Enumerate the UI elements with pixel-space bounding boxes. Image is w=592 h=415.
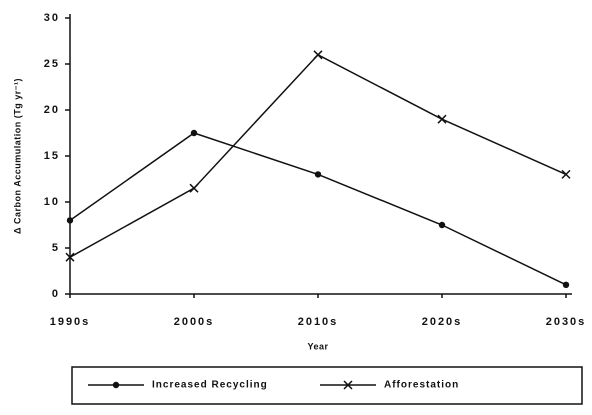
marker-dot xyxy=(562,281,570,288)
y-tick-label: 30 xyxy=(44,12,60,24)
series-line xyxy=(69,132,567,286)
marker-x xyxy=(65,252,75,262)
marker-x xyxy=(313,50,323,60)
y-tick-label: 10 xyxy=(44,196,60,208)
legend-box xyxy=(71,366,583,405)
y-tick-label: 0 xyxy=(52,288,60,300)
marker-dot xyxy=(66,217,74,224)
x-tick-label: 2010s xyxy=(298,316,339,328)
legend-label: Afforestation xyxy=(384,380,459,391)
x-tick-label: 1990s xyxy=(50,316,91,328)
marker-dot xyxy=(314,171,322,178)
y-tick-label: 15 xyxy=(44,150,60,162)
x-tick-label: 2000s xyxy=(174,316,215,328)
y-tick-label: 20 xyxy=(44,104,60,116)
y-tick-label: 5 xyxy=(52,242,60,254)
series-line xyxy=(69,53,567,258)
marker-dot xyxy=(112,381,120,389)
y-tick-label: 25 xyxy=(44,58,60,70)
marker-x xyxy=(343,380,353,390)
y-axis-label: Δ Carbon Accumulation (Tg yr⁻¹) xyxy=(12,78,22,234)
x-tick-label: 2030s xyxy=(546,316,587,328)
marker-dot xyxy=(190,129,198,137)
x-tick-label: 2020s xyxy=(422,316,463,328)
marker-x xyxy=(189,183,199,193)
x-axis-label: Year xyxy=(307,341,328,351)
legend-label: Increased Recycling xyxy=(152,380,268,391)
marker-x xyxy=(437,114,447,124)
marker-dot xyxy=(438,221,446,229)
marker-x xyxy=(561,169,571,179)
